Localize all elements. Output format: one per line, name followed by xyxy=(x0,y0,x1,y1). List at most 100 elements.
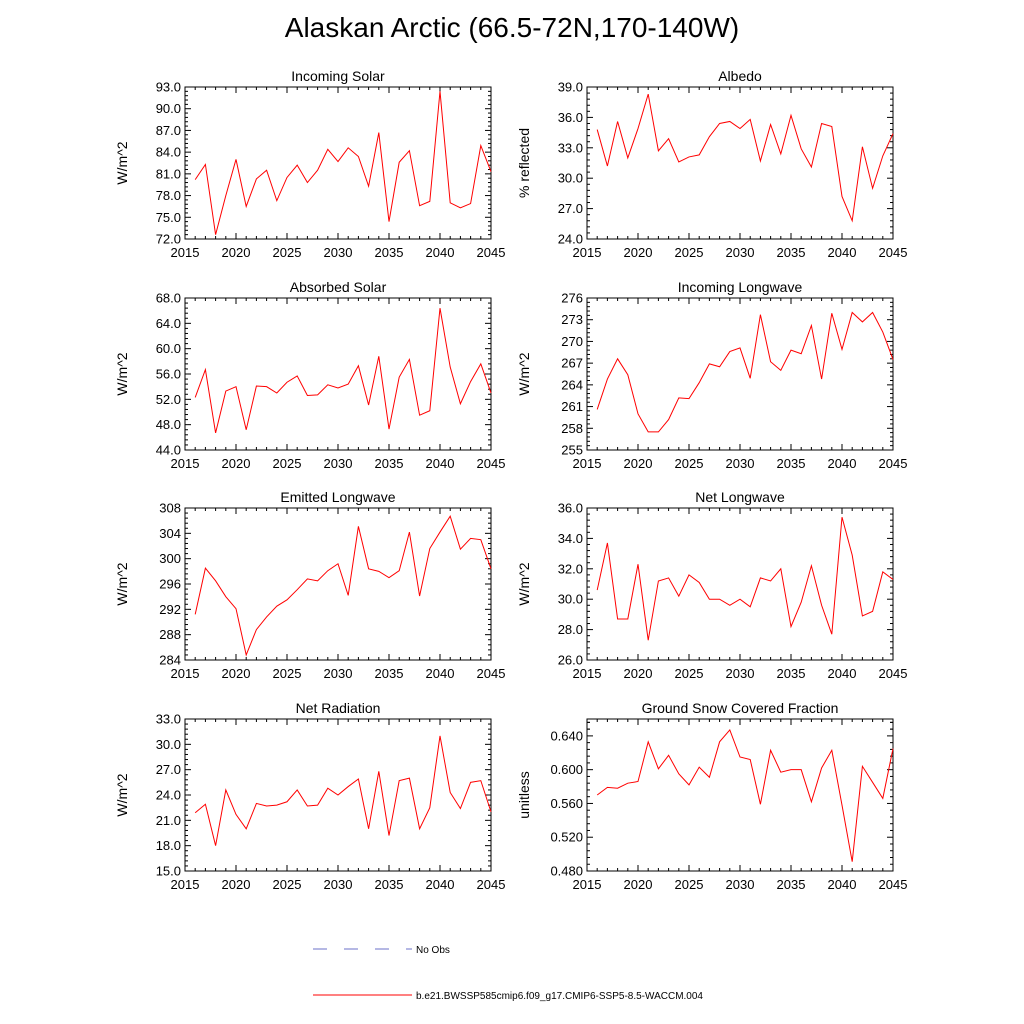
albedo-ylabel: % reflected xyxy=(516,128,532,198)
net-longwave-ytick-label: 28.0 xyxy=(558,622,583,637)
albedo-series-line xyxy=(596,93,894,223)
panel-albedo: Albedo % reflected 2015 2020 2025 2030 2035 204… xyxy=(516,68,907,260)
incoming-longwave-xtick-label: 2025 xyxy=(675,456,704,471)
net-radiation-xtick-label: 2035 xyxy=(375,877,404,892)
emitted-longwave-xtick-label: 2020 xyxy=(222,666,251,681)
emitted-longwave-xtick-label: 2025 xyxy=(273,666,302,681)
net-longwave-ytick-label: 34.0 xyxy=(558,531,583,546)
net-longwave-ytick-label: 30.0 xyxy=(558,592,583,607)
net-radiation-ytick-label: 15.0 xyxy=(156,864,181,879)
absorbed-solar-xtick-label: 2015 xyxy=(171,456,200,471)
absorbed-solar-series-line xyxy=(194,308,492,434)
albedo-ytick-label: 36.0 xyxy=(558,110,583,125)
absorbed-solar-ytick-label: 44.0 xyxy=(156,443,181,458)
net-radiation-ytick-label: 21.0 xyxy=(156,813,181,828)
net-longwave-ytick-label: 36.0 xyxy=(558,501,583,516)
ground-snow-covered-fraction-ytick-label: 0.520 xyxy=(550,830,583,845)
net-longwave-xtick-label: 2040 xyxy=(828,666,857,681)
incoming-longwave-ytick-label: 267 xyxy=(561,356,583,371)
albedo-xtick-label: 2030 xyxy=(726,245,755,260)
incoming-longwave-xtick-label: 2035 xyxy=(777,456,806,471)
ground-snow-covered-fraction-title: Ground Snow Covered Fraction xyxy=(642,700,839,716)
ground-snow-covered-fraction-xtick-label: 2045 xyxy=(879,877,908,892)
absorbed-solar-xtick-label: 2035 xyxy=(375,456,404,471)
emitted-longwave-xtick-label: 2035 xyxy=(375,666,404,681)
net-radiation-ytick-label: 18.0 xyxy=(156,838,181,853)
ground-snow-covered-fraction-xtick-label: 2025 xyxy=(675,877,704,892)
absorbed-solar-ytick-label: 52.0 xyxy=(156,392,181,407)
albedo-ytick-label: 33.0 xyxy=(558,140,583,155)
panel-absorbed-solar: Absorbed Solar W/m^2 2015 2020 2025 2030 2035 2… xyxy=(114,279,505,471)
emitted-longwave-ytick-label: 304 xyxy=(159,526,181,541)
net-longwave-xtick-label: 2045 xyxy=(879,666,908,681)
emitted-longwave-xtick-label: 2045 xyxy=(477,666,506,681)
incoming-longwave-frame xyxy=(586,297,894,451)
incoming-solar-ytick-label: 93.0 xyxy=(156,80,181,95)
ground-snow-covered-fraction-series-line xyxy=(596,729,894,862)
albedo-xtick-label: 2020 xyxy=(624,245,653,260)
absorbed-solar-xtick-label: 2030 xyxy=(324,456,353,471)
net-radiation-xtick-label: 2045 xyxy=(477,877,506,892)
incoming-solar-ylabel: W/m^2 xyxy=(114,141,130,184)
incoming-solar-ytick-label: 78.0 xyxy=(156,188,181,203)
net-radiation-series-line xyxy=(194,735,492,846)
incoming-solar-ytick-label: 75.0 xyxy=(156,210,181,225)
absorbed-solar-ytick-label: 64.0 xyxy=(156,316,181,331)
absorbed-solar-xtick-label: 2040 xyxy=(426,456,455,471)
incoming-solar-series-line xyxy=(194,91,492,235)
incoming-solar-title: Incoming Solar xyxy=(291,68,385,84)
emitted-longwave-xtick-label: 2040 xyxy=(426,666,455,681)
ground-snow-covered-fraction-xtick-label: 2015 xyxy=(573,877,602,892)
legend-obs-label: No Obs xyxy=(416,945,450,956)
emitted-longwave-ytick-label: 300 xyxy=(159,551,181,566)
incoming-solar-ytick-label: 90.0 xyxy=(156,101,181,116)
emitted-longwave-ytick-label: 308 xyxy=(159,501,181,516)
ground-snow-covered-fraction-frame xyxy=(586,718,894,872)
absorbed-solar-frame xyxy=(184,297,492,451)
incoming-longwave-ytick-label: 255 xyxy=(561,443,583,458)
albedo-ytick-label: 24.0 xyxy=(558,232,583,247)
ground-snow-covered-fraction-ytick-label: 0.640 xyxy=(550,728,583,743)
absorbed-solar-ytick-label: 48.0 xyxy=(156,417,181,432)
absorbed-solar-ytick-label: 60.0 xyxy=(156,341,181,356)
absorbed-solar-ytick-label: 68.0 xyxy=(156,291,181,306)
incoming-solar-ytick-label: 84.0 xyxy=(156,145,181,160)
ground-snow-covered-fraction-ytick-label: 0.600 xyxy=(550,762,583,777)
incoming-solar-ytick-label: 81.0 xyxy=(156,166,181,181)
legend-model-label: b.e21.BWSSP585cmip6.f09_g17.CMIP6-SSP5-8… xyxy=(416,991,703,1002)
ground-snow-covered-fraction-ylabel: unitless xyxy=(516,771,532,818)
absorbed-solar-xtick-label: 2020 xyxy=(222,456,251,471)
incoming-solar-ytick-label: 72.0 xyxy=(156,232,181,247)
legend: No Obs b.e21.BWSSP585cmip6.f09_g17.CMIP6… xyxy=(313,945,703,1002)
emitted-longwave-ytick-label: 296 xyxy=(159,577,181,592)
panel-incoming-solar: Incoming Solar W/m^2 2015 2020 2025 2030 2035 2… xyxy=(114,68,505,260)
absorbed-solar-title: Absorbed Solar xyxy=(290,279,387,295)
incoming-solar-xtick-label: 2015 xyxy=(171,245,200,260)
incoming-solar-xtick-label: 2035 xyxy=(375,245,404,260)
incoming-longwave-ytick-label: 270 xyxy=(561,334,583,349)
incoming-longwave-xtick-label: 2015 xyxy=(573,456,602,471)
incoming-solar-xtick-label: 2030 xyxy=(324,245,353,260)
absorbed-solar-xtick-label: 2025 xyxy=(273,456,302,471)
incoming-longwave-xtick-label: 2030 xyxy=(726,456,755,471)
emitted-longwave-series-line xyxy=(194,515,492,657)
incoming-solar-xtick-label: 2020 xyxy=(222,245,251,260)
incoming-longwave-xtick-label: 2040 xyxy=(828,456,857,471)
incoming-solar-ytick-label: 87.0 xyxy=(156,123,181,138)
incoming-longwave-xtick-label: 2020 xyxy=(624,456,653,471)
absorbed-solar-ytick-label: 56.0 xyxy=(156,367,181,382)
net-longwave-xtick-label: 2020 xyxy=(624,666,653,681)
incoming-longwave-ytick-label: 276 xyxy=(561,291,583,306)
ground-snow-covered-fraction-ytick-label: 0.480 xyxy=(550,864,583,879)
incoming-solar-frame xyxy=(184,86,492,240)
net-longwave-ylabel: W/m^2 xyxy=(516,562,532,605)
albedo-xtick-label: 2035 xyxy=(777,245,806,260)
incoming-longwave-series-line xyxy=(596,311,894,433)
albedo-ytick-label: 27.0 xyxy=(558,201,583,216)
incoming-longwave-ytick-label: 258 xyxy=(561,421,583,436)
net-radiation-xtick-label: 2040 xyxy=(426,877,455,892)
panels: Incoming Solar W/m^2 2015 2020 2025 2030 2035 2… xyxy=(114,68,907,892)
incoming-longwave-ytick-label: 273 xyxy=(561,312,583,327)
net-radiation-xtick-label: 2015 xyxy=(171,877,200,892)
